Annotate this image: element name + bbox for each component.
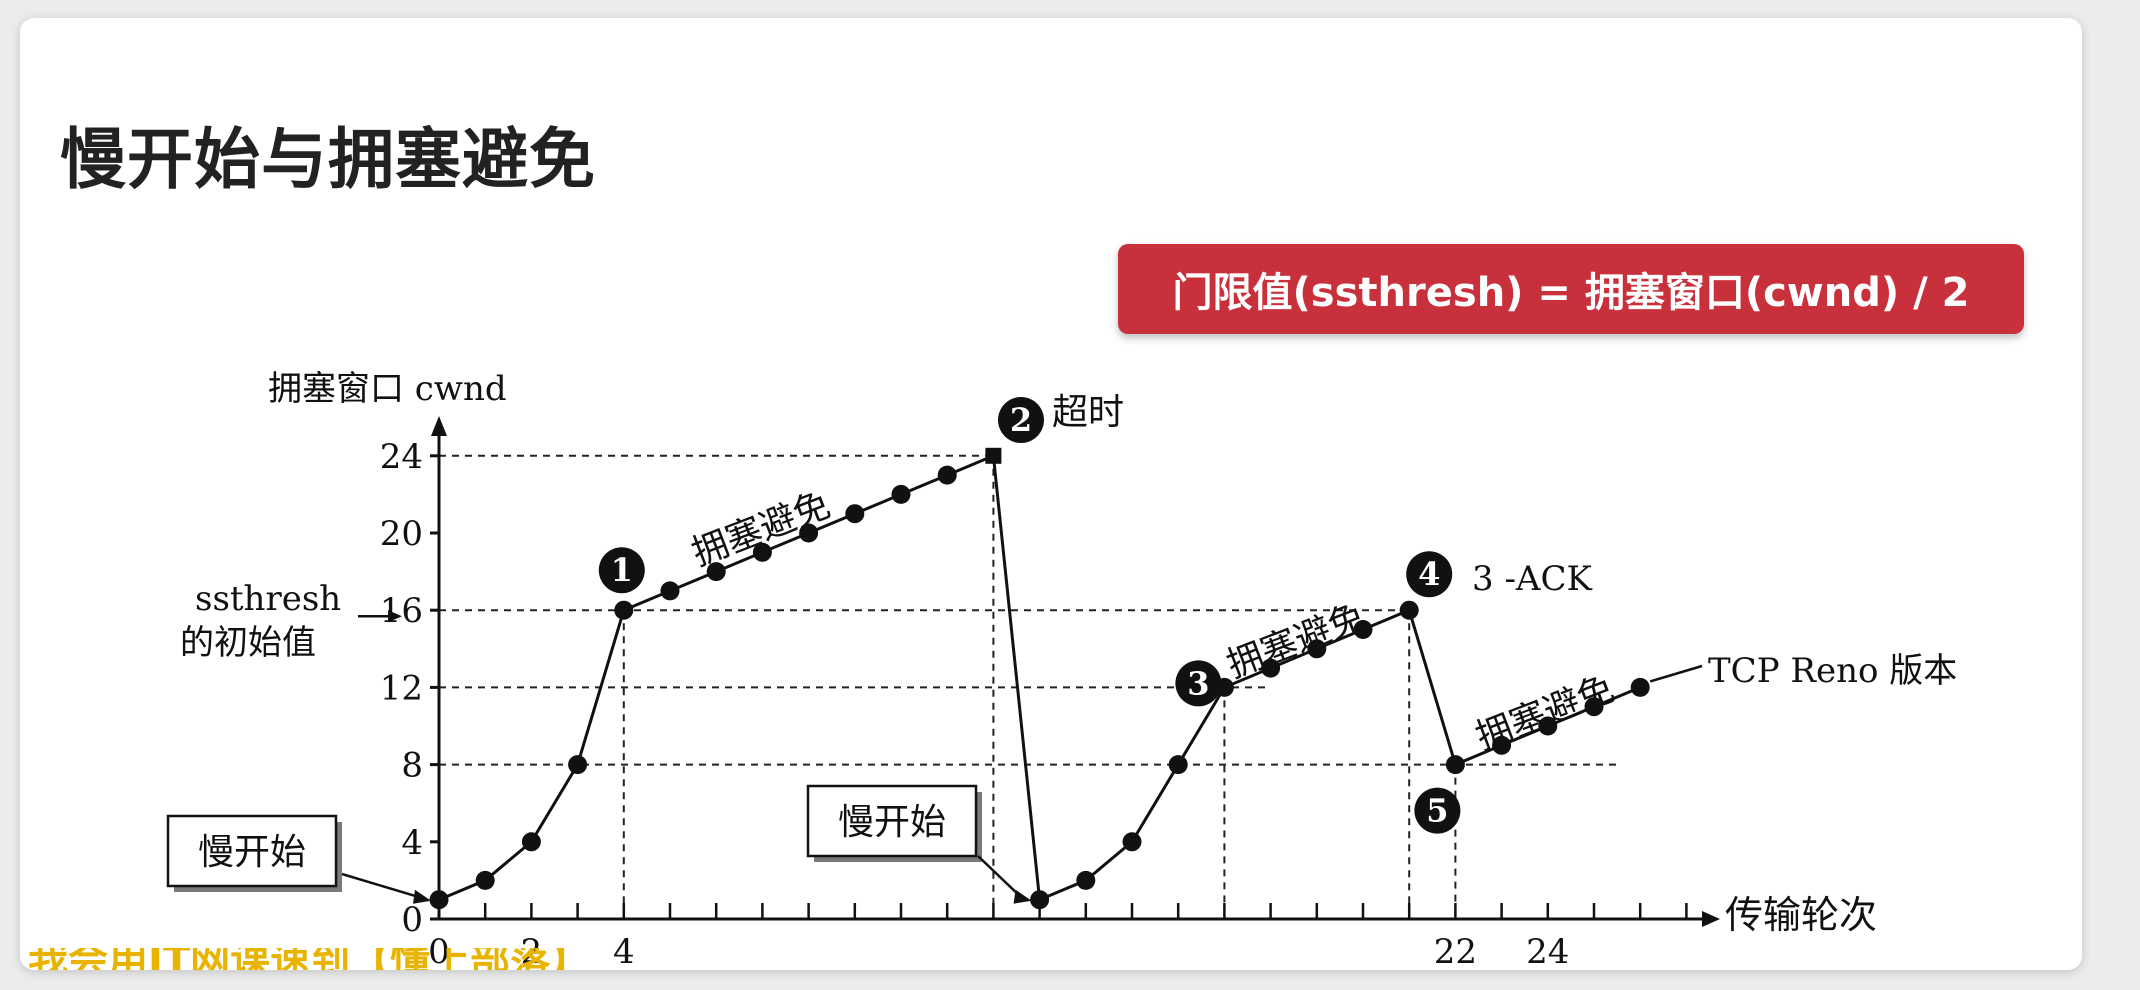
data-point — [1122, 832, 1142, 852]
x-axis-arrow — [1702, 911, 1720, 927]
ssthresh-arrow-head — [388, 610, 402, 623]
x-tick-marks — [437, 903, 1688, 919]
marker-2-number: 2 — [1010, 401, 1032, 439]
y-tick-label: 8 — [401, 746, 423, 786]
ca-label-3: 拥塞避免 — [1471, 669, 1620, 759]
ssthresh-label-line1: ssthresh — [195, 579, 341, 619]
marker-2-text: 超时 — [1052, 392, 1124, 433]
data-points — [429, 447, 1650, 910]
data-point — [937, 465, 957, 485]
marker-5-number: 5 — [1426, 792, 1448, 830]
marker-4-number: 4 — [1418, 555, 1440, 593]
slow-start-label-2: 慢开始 — [838, 802, 946, 843]
data-point — [1584, 697, 1604, 717]
marker-2-circle — [998, 397, 1044, 443]
data-point — [614, 600, 634, 620]
data-point — [1630, 677, 1650, 697]
marker-1-number: 1 — [611, 551, 633, 589]
y-axis-label: 拥塞窗口 cwnd — [268, 369, 507, 409]
cwnd-diagram: 拥塞窗口 cwnd 传输轮次 ssthresh 的初始值 超时 3 -ACK T… — [166, 369, 1957, 970]
data-point — [706, 562, 726, 582]
x-tick-label: 4 — [613, 932, 635, 970]
marker-3-number: 3 — [1187, 664, 1209, 702]
slow-start-arrowhead-1 — [413, 889, 431, 904]
data-point — [568, 755, 588, 775]
data-point — [752, 542, 772, 562]
marker-1-circle — [598, 547, 645, 594]
ssthresh-label-line2: 的初始值 — [180, 623, 316, 663]
ca-label-2: 拥塞避免 — [1222, 597, 1371, 687]
slow-start-label-1: 慢开始 — [198, 832, 306, 873]
slow-start-arrow-2 — [977, 855, 1023, 899]
data-point — [1492, 735, 1512, 755]
y-tick-label: 4 — [401, 823, 423, 863]
data-point — [1168, 755, 1188, 775]
data-point — [1307, 639, 1327, 659]
data-point — [1399, 600, 1419, 620]
tcp-reno-leader-line — [1649, 664, 1703, 683]
marker-5-circle — [1414, 787, 1461, 834]
slow-start-arrow-1 — [341, 872, 422, 899]
x-tick-label: 24 — [1526, 932, 1569, 970]
subtitle-overlay: 我会用IT网课速到【懂上部落】 — [20, 948, 1000, 970]
formula-banner: 门限值(ssthresh) = 拥塞窗口(cwnd) / 2 — [1118, 244, 2024, 334]
data-point — [1538, 716, 1558, 736]
marker-4-text: 3 -ACK — [1472, 559, 1592, 599]
data-point — [1030, 890, 1050, 910]
data-point — [1261, 658, 1281, 678]
axes — [430, 416, 1720, 927]
data-point — [1076, 870, 1096, 890]
data-point — [985, 447, 1002, 464]
subtitle-text: 我会用IT网课速到【懂上部落】 — [28, 948, 590, 970]
y-tick-label: 0 — [401, 900, 423, 940]
data-point — [429, 890, 449, 910]
data-point — [660, 581, 680, 601]
x-tick-label: 0 — [428, 932, 450, 970]
data-point — [521, 832, 541, 852]
cwnd-line — [438, 453, 1641, 902]
slow-start-arrowhead-2 — [1013, 889, 1032, 904]
data-point — [891, 484, 911, 504]
x-axis-label: 传输轮次 — [1725, 893, 1877, 937]
marker-3-circle — [1175, 660, 1222, 707]
marker-4-circle — [1406, 551, 1453, 598]
guide-lines — [439, 454, 1618, 919]
data-point — [475, 870, 495, 890]
x-tick-label: 22 — [1434, 932, 1477, 970]
slow-start-boxes: 慢开始 慢开始 — [166, 664, 1703, 904]
y-axis-arrow — [431, 416, 447, 436]
y-tick-label: 20 — [380, 514, 423, 554]
cwnd-polyline — [438, 453, 1641, 902]
data-point — [845, 504, 865, 524]
data-point — [1353, 620, 1373, 639]
slide-title: 慢开始与拥塞避免 — [60, 121, 596, 198]
y-tick-label: 16 — [380, 591, 423, 631]
data-point — [1445, 755, 1465, 775]
tcp-reno-label: TCP Reno 版本 — [1708, 651, 1957, 691]
slide: 慢开始与拥塞避免 门限值(ssthresh) = 拥塞窗口(cwnd) / 2 … — [20, 18, 2082, 970]
data-point — [799, 523, 819, 543]
x-tick-label: 2 — [521, 932, 543, 970]
y-tick-label: 12 — [380, 668, 423, 708]
y-tick-label: 24 — [380, 437, 423, 477]
event-markers: 1 2 3 4 5 — [598, 397, 1461, 834]
